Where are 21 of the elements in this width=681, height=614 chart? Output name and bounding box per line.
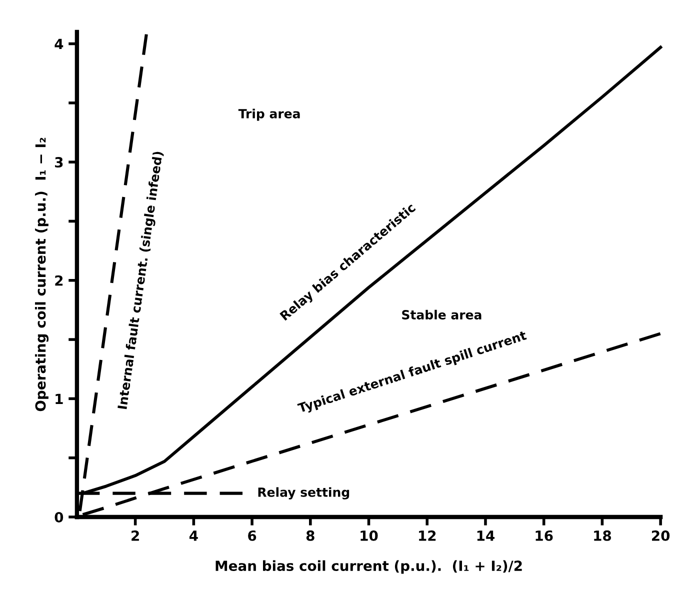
text: Internal fault current. (single infeed)	[117, 151, 166, 410]
y-tick-label: 0	[54, 512, 64, 522]
x-tick-label: 16	[536, 530, 553, 541]
x-tick-label: 10	[360, 530, 378, 541]
x-tick-label: 18	[594, 530, 612, 541]
x-tick-label: 8	[306, 530, 314, 541]
x-tick-label: 12	[419, 530, 436, 541]
annotation: Stable area	[402, 310, 482, 320]
x-tick-label: 14	[477, 530, 495, 541]
x-tick-label: 6	[248, 530, 256, 541]
series-label: Relay setting	[258, 487, 350, 500]
x-axis-title: Mean bias coil current (p.u.). (I₁ + I₂)/2	[216, 560, 522, 574]
y-tick-label: 2	[55, 275, 63, 286]
y-tick-label: 1	[56, 394, 63, 404]
annotation: Trip area	[238, 108, 300, 121]
x-tick-label: 2	[132, 530, 139, 541]
y-tick-label: 4	[54, 38, 64, 50]
x-tick-label: 4	[189, 530, 198, 541]
y-tick-label: 3	[55, 157, 63, 168]
y-axis-title: Operating coil current (p.u.) I₁ − I₂	[34, 138, 49, 412]
x-tick-label: 20	[652, 530, 670, 541]
